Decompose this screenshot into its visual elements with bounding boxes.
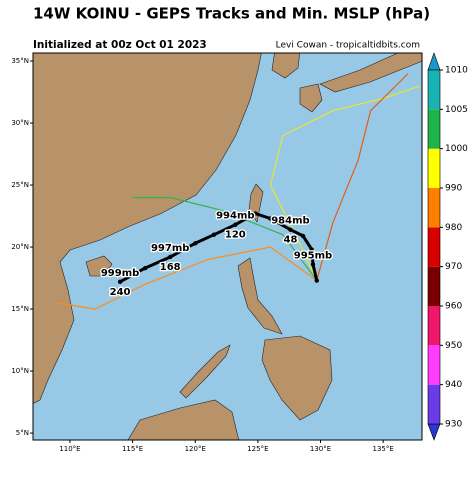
mean-track-point bbox=[167, 254, 173, 260]
colorbar-bin bbox=[428, 188, 440, 228]
mean-track-point bbox=[300, 233, 306, 239]
pressure-label: 994mb bbox=[216, 211, 254, 222]
colorbar-tick-label: 970 bbox=[445, 262, 462, 272]
colorbar-bin bbox=[428, 70, 440, 110]
tracks bbox=[57, 73, 421, 310]
hour-label: 48 bbox=[283, 235, 297, 246]
mean-track-point bbox=[310, 262, 316, 267]
colorbar-bin bbox=[428, 345, 440, 385]
mean-track-point bbox=[193, 241, 198, 246]
colorbar-under bbox=[427, 423, 441, 441]
member-track bbox=[132, 196, 318, 281]
y-tick-label: 25°N bbox=[11, 181, 29, 189]
colorbar-tick-label: 930 bbox=[445, 420, 462, 430]
colorbar-tick-label: 980 bbox=[445, 223, 462, 233]
x-tick-label: 125°E bbox=[247, 445, 268, 453]
colorbar-bin bbox=[428, 148, 440, 188]
member-track bbox=[57, 246, 318, 310]
y-tick-label: 35°N bbox=[11, 57, 29, 65]
colorbar-tick-label: 960 bbox=[445, 302, 462, 312]
pressure-label: 999mb bbox=[101, 268, 139, 279]
x-tick-label: 110°E bbox=[59, 445, 80, 453]
land bbox=[33, 53, 422, 440]
colorbar-tick-label: 1000 bbox=[445, 144, 468, 154]
mean-track-point bbox=[314, 278, 319, 283]
colorbar-tick-label: 990 bbox=[445, 184, 462, 194]
mean-track-point bbox=[211, 232, 217, 237]
mean-track-point bbox=[268, 216, 273, 221]
y-tick-label: 20°N bbox=[11, 243, 29, 251]
chart-title: 14W KOINU - GEPS Tracks and Min. MSLP (h… bbox=[33, 5, 430, 23]
colorbar-tick-label: 940 bbox=[445, 380, 462, 390]
colorbar-bin bbox=[428, 306, 440, 346]
mean-track-point bbox=[233, 222, 238, 227]
pressure-label: 984mb bbox=[271, 216, 309, 227]
chart-subtitle: Initialized at 00z Oct 01 2023 bbox=[33, 39, 207, 51]
mean-track-point bbox=[309, 247, 314, 252]
colorbar-tick-label: 1010 bbox=[445, 66, 468, 76]
x-tick-label: 135°E bbox=[373, 445, 394, 453]
y-tick-label: 30°N bbox=[11, 119, 29, 127]
colorbar-tick-label: 1005 bbox=[445, 105, 468, 115]
pressure-label: 995mb bbox=[294, 250, 332, 261]
hour-label: 168 bbox=[160, 262, 181, 273]
hour-label: 240 bbox=[110, 287, 131, 298]
y-tick-label: 10°N bbox=[11, 367, 29, 375]
colorbar-over bbox=[427, 52, 441, 71]
credit: Levi Cowan - tropicaltidbits.com bbox=[276, 41, 420, 51]
colorbar-bin bbox=[428, 109, 440, 149]
colorbar-frame bbox=[427, 69, 441, 425]
mean-track-point bbox=[142, 265, 148, 271]
colorbar-bin bbox=[428, 384, 440, 424]
colorbar-tick-label: 950 bbox=[445, 341, 462, 351]
x-tick-label: 115°E bbox=[122, 445, 143, 453]
hour-label: 120 bbox=[225, 230, 246, 241]
y-tick-label: 15°N bbox=[11, 305, 29, 313]
mean-track-point bbox=[253, 211, 258, 216]
y-tick-label: 5°N bbox=[16, 429, 29, 437]
x-tick-label: 130°E bbox=[310, 445, 331, 453]
colorbar-bin bbox=[428, 227, 440, 267]
pressure-label: 997mb bbox=[151, 243, 189, 254]
x-tick-label: 120°E bbox=[185, 445, 206, 453]
mean-track-point bbox=[117, 279, 123, 284]
member-track bbox=[316, 73, 409, 281]
colorbar-bin bbox=[428, 266, 440, 306]
map-frame bbox=[32, 52, 423, 441]
mean-track-point bbox=[288, 227, 293, 232]
